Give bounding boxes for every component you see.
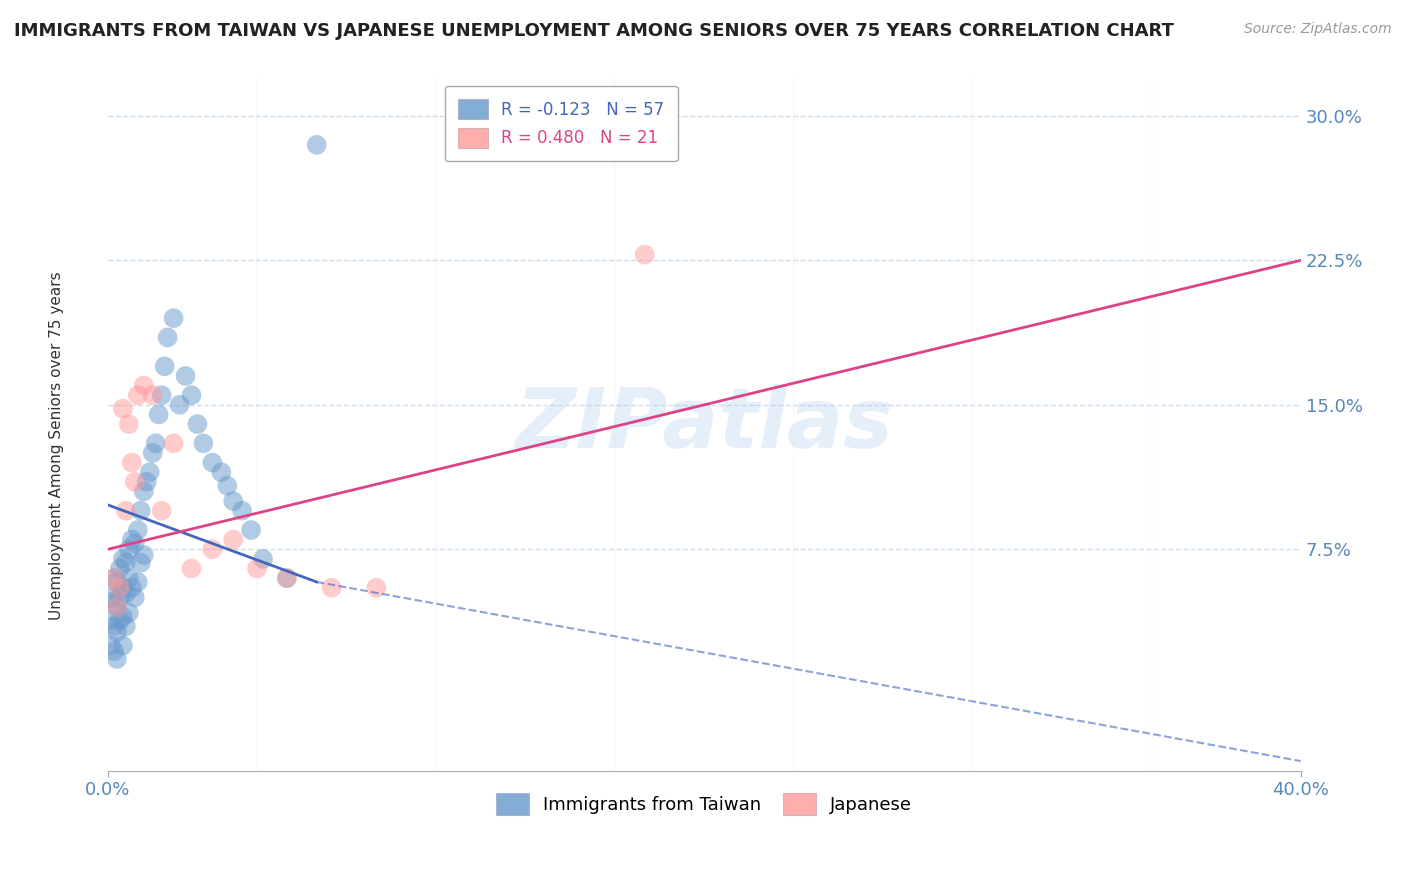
Point: [115, 504, 138, 518]
Point: [201, 542, 224, 557]
Point: [180, 561, 202, 575]
Point: [321, 581, 343, 595]
Point: [222, 533, 245, 547]
Point: [231, 504, 253, 518]
Point: [121, 581, 143, 595]
Point: [148, 408, 170, 422]
Point: [127, 574, 149, 589]
Point: [124, 591, 146, 605]
Point: [142, 388, 165, 402]
Point: [129, 504, 152, 518]
Point: [108, 561, 131, 575]
Point: [150, 504, 173, 518]
Point: [111, 639, 134, 653]
Point: [105, 652, 128, 666]
Point: [127, 523, 149, 537]
Point: [169, 398, 191, 412]
Text: ZIPatlas: ZIPatlas: [516, 384, 893, 465]
Point: [276, 571, 298, 585]
Point: [103, 619, 125, 633]
Point: [108, 591, 131, 605]
Point: [240, 523, 263, 537]
Point: [111, 401, 134, 416]
Point: [118, 542, 141, 557]
Point: [174, 368, 197, 383]
Point: [186, 417, 208, 431]
Point: [105, 600, 128, 615]
Text: Unemployment Among Seniors over 75 years: Unemployment Among Seniors over 75 years: [49, 272, 63, 620]
Point: [305, 137, 328, 152]
Point: [142, 446, 165, 460]
Point: [100, 591, 122, 605]
Point: [118, 571, 141, 585]
Point: [132, 484, 155, 499]
Point: [121, 533, 143, 547]
Point: [115, 619, 138, 633]
Point: [252, 552, 274, 566]
Point: [276, 571, 298, 585]
Point: [108, 614, 131, 628]
Point: [100, 639, 122, 653]
Point: [634, 247, 657, 261]
Point: [135, 475, 157, 489]
Point: [115, 556, 138, 570]
Point: [153, 359, 176, 374]
Point: [124, 536, 146, 550]
Point: [105, 574, 128, 589]
Point: [150, 388, 173, 402]
Text: Source: ZipAtlas.com: Source: ZipAtlas.com: [1244, 22, 1392, 37]
Point: [111, 609, 134, 624]
Point: [217, 478, 239, 492]
Text: IMMIGRANTS FROM TAIWAN VS JAPANESE UNEMPLOYMENT AMONG SENIORS OVER 75 YEARS CORR: IMMIGRANTS FROM TAIWAN VS JAPANESE UNEMP…: [14, 22, 1174, 40]
Point: [132, 548, 155, 562]
Point: [121, 456, 143, 470]
Point: [246, 561, 269, 575]
Point: [162, 436, 184, 450]
Point: [105, 600, 128, 615]
Point: [209, 465, 232, 479]
Point: [127, 388, 149, 402]
Point: [103, 644, 125, 658]
Legend: Immigrants from Taiwan, Japanese: Immigrants from Taiwan, Japanese: [488, 784, 921, 824]
Point: [118, 606, 141, 620]
Point: [162, 311, 184, 326]
Point: [138, 465, 160, 479]
Point: [100, 614, 122, 628]
Point: [129, 556, 152, 570]
Point: [132, 378, 155, 392]
Point: [105, 625, 128, 640]
Point: [103, 594, 125, 608]
Point: [145, 436, 167, 450]
Point: [111, 552, 134, 566]
Point: [103, 571, 125, 585]
Point: [124, 475, 146, 489]
Point: [201, 456, 224, 470]
Point: [111, 581, 134, 595]
Point: [222, 494, 245, 508]
Point: [118, 417, 141, 431]
Point: [115, 586, 138, 600]
Point: [193, 436, 215, 450]
Point: [180, 388, 202, 402]
Point: [103, 571, 125, 585]
Point: [366, 581, 388, 595]
Point: [108, 581, 131, 595]
Point: [156, 330, 179, 344]
